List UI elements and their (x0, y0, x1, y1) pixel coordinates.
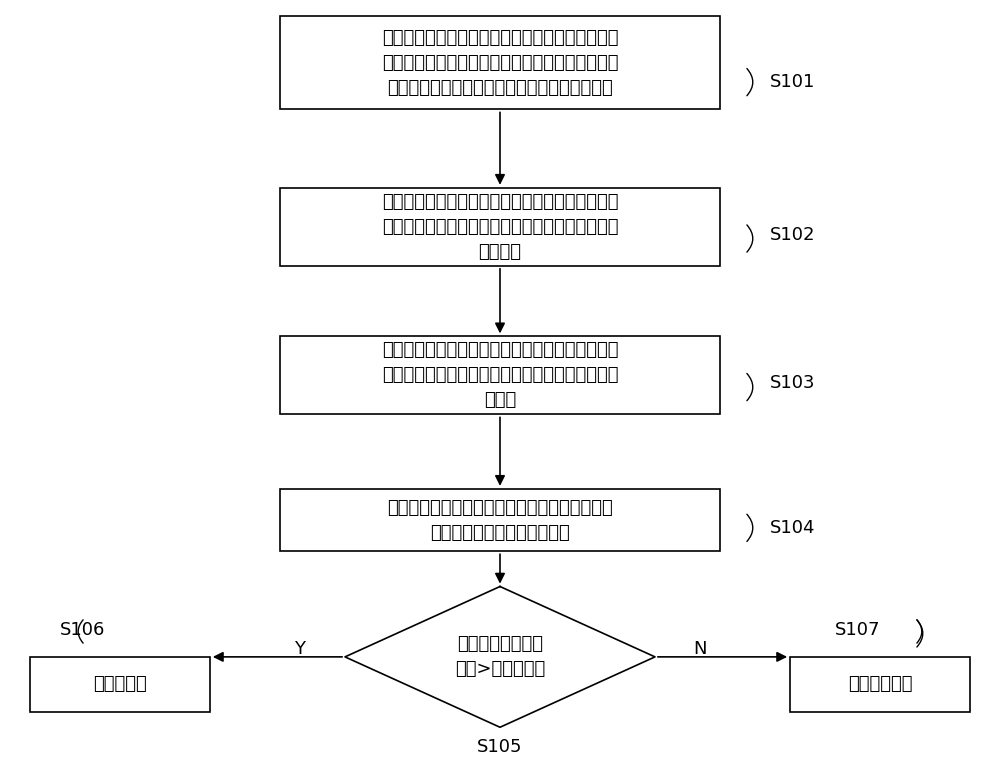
Text: S102: S102 (770, 225, 816, 244)
Text: S105: S105 (477, 737, 523, 756)
Text: 预先将未来的一时间段以预定的节点时间间隔分割
为多个库存时间节点，并且将初始可租车辆数量作
为每个库存时间节点对应的初始库存车辆数量。: 预先将未来的一时间段以预定的节点时间间隔分割 为多个库存时间节点，并且将初始可租… (382, 29, 618, 96)
Text: S104: S104 (770, 518, 816, 537)
Text: 从开始时间索引位置开始到结束时间索引位置结
束，遍历索引区间内的节点。: 从开始时间索引位置开始到结束时间索引位置结 束，遍历索引区间内的节点。 (387, 499, 613, 541)
Text: 将所述第一时间差和所述第二时间差分别除以所述
节点时间间隔得到开始时间索引位置和结束时间索
引位置: 将所述第一时间差和所述第二时间差分别除以所述 节点时间间隔得到开始时间索引位置和… (382, 342, 618, 409)
Text: S107: S107 (835, 620, 881, 639)
FancyBboxPatch shape (30, 657, 210, 712)
Text: 没有车辆库存: 没有车辆库存 (848, 675, 912, 694)
Text: S101: S101 (770, 73, 815, 91)
Text: 分别计算所述订单查询指令中的租车开始时间、租
车结束时间与所述初始自然时间的第一时间差和第
二时间差: 分别计算所述订单查询指令中的租车开始时间、租 车结束时间与所述初始自然时间的第一… (382, 193, 618, 260)
Polygon shape (345, 586, 655, 727)
FancyBboxPatch shape (280, 16, 720, 109)
Text: 有车辆库存: 有车辆库存 (93, 675, 147, 694)
Text: Y: Y (294, 640, 306, 658)
FancyBboxPatch shape (280, 336, 720, 414)
Text: S106: S106 (60, 620, 105, 639)
Text: N: N (693, 640, 707, 658)
FancyBboxPatch shape (280, 489, 720, 551)
FancyBboxPatch shape (790, 657, 970, 712)
FancyBboxPatch shape (280, 188, 720, 266)
Text: S103: S103 (770, 374, 816, 393)
Text: 区间节点库存车辆
数量>订单车辆？: 区间节点库存车辆 数量>订单车辆？ (455, 636, 545, 678)
